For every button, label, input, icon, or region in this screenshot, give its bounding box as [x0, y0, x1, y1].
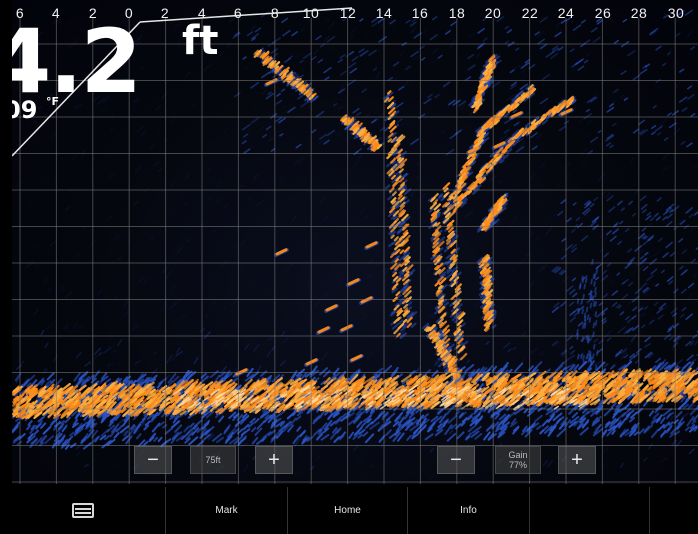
scale-tick: 16 — [411, 5, 429, 21]
temperature-unit: °F — [46, 95, 60, 108]
heading-line — [12, 21, 141, 157]
softkey-bar: Mark Home Info — [0, 487, 698, 534]
scale-tick: 6 — [233, 5, 243, 21]
gain-label: Gain — [508, 450, 528, 460]
scale-tick: 24 — [557, 5, 575, 21]
depth-unit: ft — [182, 18, 219, 64]
scale-tick: 4 — [51, 5, 61, 21]
depth-readout: 4.2 — [12, 10, 142, 113]
scale-tick: 18 — [448, 5, 466, 21]
scale-tick: 6 — [15, 5, 25, 21]
scale-tick: 4 — [197, 5, 207, 21]
scale-tick: 8 — [270, 5, 280, 21]
scale-tick: 22 — [521, 5, 539, 21]
gain-value: 77% — [508, 460, 527, 470]
softkey-empty-1[interactable] — [530, 487, 650, 534]
range-decrease-button[interactable]: − — [134, 446, 172, 474]
sonar-image — [12, 7, 698, 484]
heading-line-top — [139, 7, 353, 23]
water-temperature: 09 — [12, 96, 38, 124]
softkey-home[interactable]: Home — [288, 487, 408, 534]
scale-tick: 30 — [667, 5, 685, 21]
scale-tick: 26 — [594, 5, 612, 21]
softkey-mark[interactable]: Mark — [166, 487, 288, 534]
scale-tick: 28 — [630, 5, 648, 21]
scale-tick: 0 — [124, 5, 134, 21]
softkey-info[interactable]: Info — [408, 487, 530, 534]
gain-control: Gain 77% — [495, 446, 541, 474]
scale-tick: 2 — [160, 5, 170, 21]
window-icon — [71, 503, 94, 518]
sonar-view[interactable]: 6 4 2 0 2 4 6 8 10 12 14 16 18 20 22 24 … — [12, 0, 698, 484]
scale-tick: 20 — [484, 5, 502, 21]
scale-tick: 14 — [375, 5, 393, 21]
scale-tick: 12 — [339, 5, 357, 21]
scale-tick: 10 — [302, 5, 320, 21]
range-increase-button[interactable]: + — [255, 446, 293, 474]
range-value: 75ft — [190, 446, 236, 474]
gain-increase-button[interactable]: + — [558, 446, 596, 474]
softkey-window[interactable] — [0, 487, 166, 534]
gain-decrease-button[interactable]: − — [437, 446, 475, 474]
softkey-empty-2[interactable] — [650, 487, 698, 534]
scale-tick: 2 — [88, 5, 98, 21]
